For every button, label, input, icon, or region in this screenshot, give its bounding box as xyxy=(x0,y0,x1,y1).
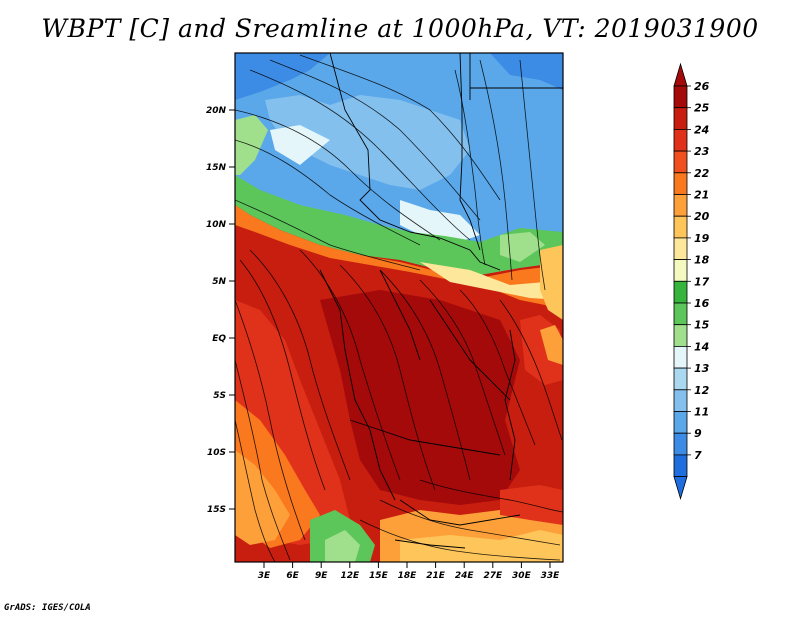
colorbar-label: 25 xyxy=(694,102,710,115)
colorbar-segment xyxy=(673,172,688,195)
colorbar-label: 15 xyxy=(694,319,710,332)
colorbar-segment xyxy=(673,259,688,282)
colorbar-segment xyxy=(673,107,688,130)
lat-label: 15N xyxy=(206,163,227,173)
lat-label: 15S xyxy=(207,505,226,515)
lon-label: 3E xyxy=(258,571,271,581)
lat-label: 10S xyxy=(207,448,226,458)
lon-label: 6E xyxy=(286,571,299,581)
colorbar-segment xyxy=(673,194,688,217)
lon-label: 33E xyxy=(541,571,561,581)
colorbar-label: 23 xyxy=(694,145,710,158)
colorbar-segment xyxy=(673,324,688,347)
map-frame xyxy=(234,52,564,563)
lat-label: EQ xyxy=(212,334,226,344)
colorbar-segment xyxy=(673,389,688,412)
colorbar-label: 21 xyxy=(694,189,709,202)
colorbar-label: 7 xyxy=(694,449,702,462)
country-borders xyxy=(319,53,563,549)
colorbar-label: 20 xyxy=(694,210,710,223)
colorbar-label: 13 xyxy=(694,362,710,375)
lon-label: 21E xyxy=(426,571,446,581)
map-title: WBPT [C] and Sreamline at 1000hPa, VT: 2… xyxy=(41,14,759,43)
lat-label: 20N xyxy=(206,106,227,116)
lon-label: 12E xyxy=(340,571,360,581)
colorbar-segment xyxy=(673,411,688,434)
colorbar-segment xyxy=(673,150,688,174)
colorbar-label: 18 xyxy=(694,254,710,267)
colorbar-label: 22 xyxy=(694,167,710,180)
lon-label: 27E xyxy=(483,571,503,581)
colorbar-label: 19 xyxy=(694,232,710,245)
colorbar-label: 16 xyxy=(694,297,710,310)
colorbar-segment xyxy=(673,454,688,477)
colorbar-label: 11 xyxy=(694,406,709,419)
colorbar-label: 9 xyxy=(694,427,702,440)
colorbar-segment xyxy=(673,128,688,152)
colorbar-label: 26 xyxy=(694,80,710,93)
lat-label: 5S xyxy=(213,391,226,401)
colorbar-segment xyxy=(673,345,688,369)
colorbar-segment xyxy=(673,237,688,260)
lat-label: 10N xyxy=(206,220,227,230)
lon-label: 18E xyxy=(398,571,418,581)
colorbar-bottom-arrow xyxy=(673,476,688,501)
longitude-axis: 3E 6E 9E 12E 15E 18E 21E 24E 27E 30E 33E xyxy=(258,562,560,581)
lon-label: 30E xyxy=(512,571,532,581)
colorbar-segment xyxy=(673,432,688,456)
lon-label: 9E xyxy=(315,571,328,581)
grads-credit: GrADS: IGES/COLA xyxy=(4,603,91,613)
colorbar-segment xyxy=(673,367,688,391)
colorbar-label: 17 xyxy=(694,275,710,288)
latitude-axis: 20N 15N 10N 5N EQ 5S 10S 15S xyxy=(206,106,235,515)
colorbar-segment xyxy=(673,215,688,239)
lon-label: 15E xyxy=(369,571,389,581)
colorbar-segment xyxy=(673,280,688,304)
colorbar-segment xyxy=(673,302,688,326)
colorbar-segment xyxy=(673,85,688,109)
lon-label: 24E xyxy=(455,571,475,581)
colorbar: 26 25 24 23 22 21 20 19 18 17 16 15 14 13 12 11 9 7 xyxy=(673,62,710,501)
colorbar-label: 24 xyxy=(694,123,709,136)
lat-label: 5N xyxy=(212,277,226,287)
colorbar-top-arrow xyxy=(673,62,688,87)
colorbar-label: 14 xyxy=(694,340,709,353)
colorbar-label: 12 xyxy=(694,384,710,397)
